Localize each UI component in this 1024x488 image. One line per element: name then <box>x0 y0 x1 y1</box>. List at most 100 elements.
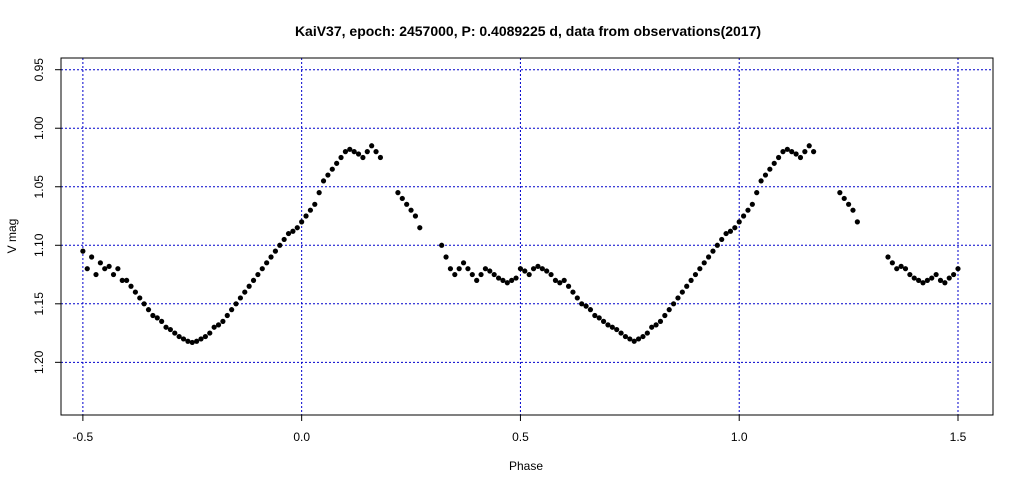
data-point <box>736 219 742 225</box>
x-tick-label: 1.5 <box>950 430 967 444</box>
data-point <box>185 338 191 344</box>
x-axis-label: Phase <box>509 459 543 473</box>
data-point <box>360 154 366 161</box>
data-point <box>517 266 524 272</box>
data-point <box>670 301 677 307</box>
data-point <box>675 295 681 301</box>
data-point <box>850 207 856 213</box>
data-point <box>325 172 331 178</box>
data-point <box>802 149 808 155</box>
data-point <box>789 149 795 155</box>
data-point <box>128 283 134 289</box>
data-point <box>762 172 769 178</box>
data-point <box>124 277 130 283</box>
data-point <box>797 154 804 161</box>
data-point <box>609 324 615 330</box>
data-point <box>504 280 510 286</box>
data-point <box>745 207 751 213</box>
data-point <box>635 336 642 342</box>
data-point <box>150 312 156 319</box>
data-point <box>299 219 305 225</box>
data-point <box>692 271 699 278</box>
data-point <box>622 333 629 340</box>
data-point <box>154 315 160 321</box>
data-point <box>535 263 541 269</box>
x-tick-label: 1.0 <box>731 430 748 444</box>
data-point <box>946 275 952 281</box>
data-point <box>846 201 852 207</box>
data-point <box>710 248 716 254</box>
data-point <box>141 301 147 307</box>
data-point <box>679 289 685 295</box>
data-point <box>933 271 939 278</box>
data-point <box>189 339 195 346</box>
data-point <box>526 271 532 278</box>
y-tick-label: 1.15 <box>32 292 46 316</box>
data-point <box>592 312 598 319</box>
data-point <box>539 266 545 272</box>
data-point <box>894 266 900 272</box>
data-point <box>640 333 646 340</box>
data-point <box>220 318 226 324</box>
data-point <box>705 254 712 260</box>
data-point <box>215 322 222 328</box>
data-point <box>614 326 620 333</box>
data-point <box>618 330 624 336</box>
data-point <box>544 268 550 274</box>
data-point <box>303 213 309 219</box>
data-point <box>281 236 287 243</box>
data-point <box>491 271 497 278</box>
data-point <box>929 275 935 281</box>
data-point <box>439 242 445 248</box>
data-point <box>277 242 283 248</box>
data-point <box>167 326 173 333</box>
data-point <box>272 248 279 254</box>
data-point <box>920 280 926 286</box>
data-point <box>80 248 86 254</box>
data-point <box>854 219 860 225</box>
data-point <box>334 160 340 166</box>
data-point <box>194 338 200 344</box>
data-point <box>364 149 370 155</box>
data-point <box>259 266 265 272</box>
data-point <box>749 201 755 207</box>
data-point <box>102 266 108 272</box>
data-point <box>574 295 580 301</box>
data-point <box>657 318 664 324</box>
data-point <box>159 318 165 324</box>
data-point <box>557 280 563 286</box>
y-tick-label: 1.05 <box>32 175 46 199</box>
data-point <box>684 283 690 289</box>
data-point <box>202 333 208 340</box>
y-tick-label: 0.95 <box>32 58 46 82</box>
data-point <box>719 236 725 243</box>
data-point <box>951 271 957 278</box>
data-point <box>369 143 375 149</box>
data-point <box>443 254 449 260</box>
data-point <box>469 271 475 278</box>
data-point <box>697 266 703 272</box>
data-point <box>605 322 611 328</box>
data-point <box>115 266 121 272</box>
data-point <box>837 190 843 196</box>
data-point <box>889 260 895 266</box>
data-point <box>294 225 300 231</box>
y-tick-label: 1.00 <box>32 116 46 140</box>
data-point <box>412 213 419 219</box>
data-point <box>229 307 235 313</box>
y-tick-label: 1.10 <box>32 233 46 257</box>
x-tick-label: -0.5 <box>73 430 94 444</box>
data-point <box>937 277 944 283</box>
data-point <box>237 295 243 301</box>
data-point <box>452 271 458 278</box>
data-point <box>522 268 528 274</box>
data-point <box>701 260 707 266</box>
data-point <box>924 277 930 283</box>
data-point <box>338 154 344 161</box>
data-point <box>487 268 493 274</box>
data-point <box>767 166 773 172</box>
y-axis-label: V mag <box>5 219 19 254</box>
axis-ticks: -0.5 0.0 0.5 1.0 1.5 0.95 1.00 1.05 1.10 1.15 1.20 <box>32 58 967 444</box>
data-point <box>89 254 95 260</box>
data-point <box>373 149 379 155</box>
